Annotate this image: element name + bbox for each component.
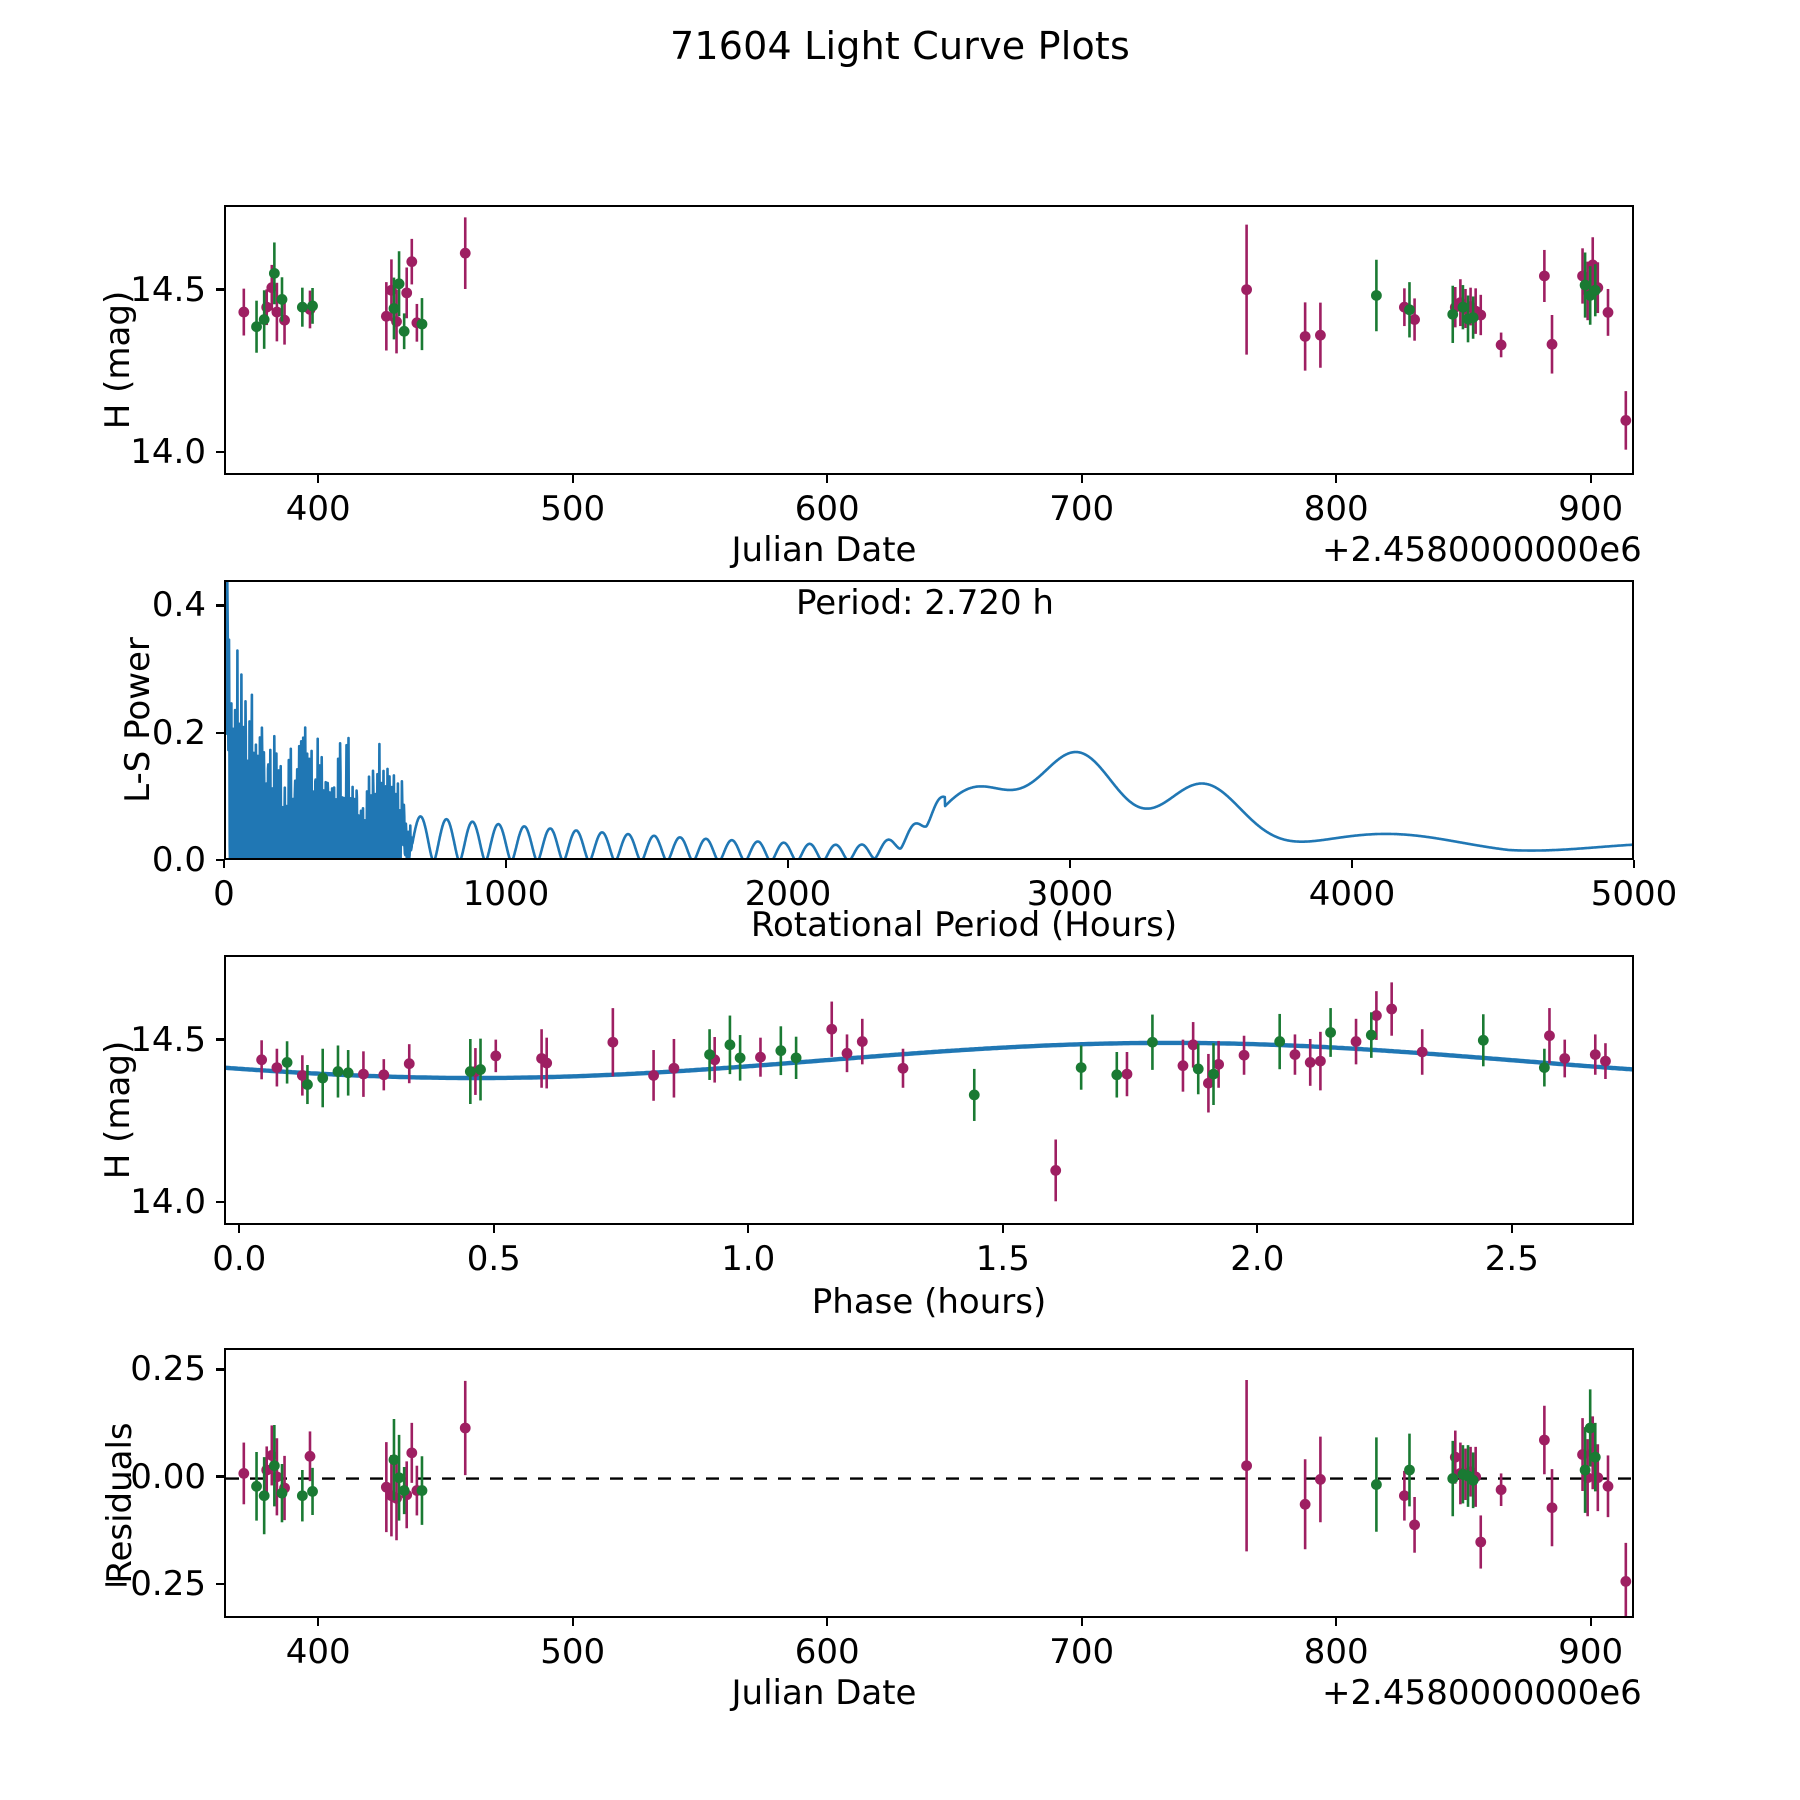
y-tick-label: 0.4 bbox=[151, 585, 206, 626]
y-tick-label: 0.00 bbox=[130, 1456, 206, 1497]
panel-lightcurve bbox=[224, 205, 1634, 475]
x-tickmark bbox=[826, 475, 829, 483]
plot-area-phase bbox=[224, 955, 1634, 1225]
y-tick-label: 0.2 bbox=[151, 712, 206, 753]
x-tick-label: 700 bbox=[1049, 1632, 1115, 1672]
lightcurve-canvas bbox=[238, 217, 1632, 450]
x-tick-label: 3000 bbox=[1026, 874, 1114, 914]
x-tick-label: 400 bbox=[285, 1632, 351, 1672]
y-tick-label: 14.0 bbox=[130, 1182, 206, 1223]
x-tickmark bbox=[1335, 475, 1338, 483]
y-tick-label: −0.25 bbox=[101, 1563, 206, 1604]
x-tick-label: 2.0 bbox=[1230, 1239, 1285, 1279]
x-tick-label: 2000 bbox=[744, 874, 832, 914]
x-tickmark bbox=[571, 1618, 574, 1626]
y-tickmark bbox=[216, 858, 224, 862]
x-tick-label: 4000 bbox=[1308, 874, 1396, 914]
x-tick-label: 0.0 bbox=[212, 1239, 267, 1279]
offset-text-residuals: +2.4580000000e6 bbox=[1322, 1673, 1642, 1713]
x-tick-label: 500 bbox=[540, 1632, 606, 1672]
y-tickmark bbox=[216, 1582, 224, 1585]
x-tick-label: 600 bbox=[794, 489, 860, 529]
x-tickmark bbox=[826, 1618, 829, 1626]
x-tickmark bbox=[1335, 1618, 1338, 1626]
y-tickmark bbox=[216, 288, 224, 291]
offset-text-lightcurve: +2.4580000000e6 bbox=[1322, 530, 1642, 570]
y-tick-label: 14.5 bbox=[130, 269, 206, 310]
x-tickmark bbox=[571, 475, 574, 483]
x-tickmark bbox=[1510, 1225, 1513, 1233]
x-tickmark bbox=[1080, 1618, 1083, 1626]
x-tick-label: 2.5 bbox=[1484, 1239, 1539, 1279]
phase-canvas bbox=[226, 982, 1632, 1202]
x-tickmark bbox=[1256, 1225, 1259, 1233]
x-tickmark bbox=[1589, 1618, 1592, 1626]
x-tick-label: 900 bbox=[1558, 489, 1624, 529]
residuals-canvas bbox=[226, 1380, 1632, 1616]
x-tickmark bbox=[317, 475, 320, 483]
plot-area-residuals bbox=[224, 1348, 1634, 1618]
x-tickmark bbox=[492, 1225, 495, 1233]
x-tick-label: 1000 bbox=[462, 874, 550, 914]
axis-label-x-lightcurve: Julian Date bbox=[731, 530, 917, 570]
x-tick-label: 900 bbox=[1558, 1632, 1624, 1672]
plot-area-lightcurve bbox=[224, 205, 1634, 475]
y-tickmark bbox=[216, 731, 224, 734]
x-tick-label: 800 bbox=[1303, 489, 1369, 529]
y-tick-label: 0.25 bbox=[130, 1349, 206, 1390]
x-tick-label: 0.5 bbox=[466, 1239, 521, 1279]
x-tickmark bbox=[1350, 860, 1354, 868]
x-tick-label: 400 bbox=[285, 489, 351, 529]
x-tick-label: 0 bbox=[213, 874, 235, 914]
x-tick-label: 600 bbox=[794, 1632, 860, 1672]
y-tickmark bbox=[216, 451, 224, 454]
x-tick-label: 800 bbox=[1303, 1632, 1369, 1672]
y-tick-label: 14.0 bbox=[130, 432, 206, 473]
panel-periodogram bbox=[224, 580, 1634, 860]
x-tickmark bbox=[238, 1225, 241, 1233]
y-tick-label: 0.0 bbox=[151, 840, 206, 880]
x-tickmark bbox=[1080, 475, 1083, 483]
y-tickmark bbox=[216, 1038, 224, 1041]
y-tickmark bbox=[216, 604, 224, 607]
figure-title: 71604 Light Curve Plots bbox=[669, 24, 1131, 68]
period-annotation: Period: 2.720 h bbox=[796, 583, 1054, 623]
y-tickmark bbox=[216, 1368, 224, 1371]
x-tick-label: 1.0 bbox=[721, 1239, 776, 1279]
axis-label-x-phase: Phase (hours) bbox=[811, 1282, 1047, 1322]
x-tickmark bbox=[1068, 860, 1072, 868]
x-tick-label: 500 bbox=[540, 489, 606, 529]
x-tickmark bbox=[504, 860, 508, 868]
y-tickmark bbox=[216, 1201, 224, 1204]
axis-label-x-residuals: Julian Date bbox=[731, 1673, 917, 1713]
periodogram-canvas bbox=[226, 582, 1632, 858]
x-tickmark bbox=[1589, 475, 1592, 483]
x-tick-label: 1.5 bbox=[975, 1239, 1030, 1279]
panel-phase bbox=[224, 955, 1634, 1225]
x-tickmark bbox=[1632, 860, 1636, 868]
x-tick-label: 700 bbox=[1049, 489, 1115, 529]
panel-residuals bbox=[224, 1348, 1634, 1618]
x-tick-label: 5000 bbox=[1590, 874, 1678, 914]
x-tickmark bbox=[1001, 1225, 1004, 1233]
x-tickmark bbox=[786, 860, 790, 868]
y-tickmark bbox=[216, 1475, 224, 1478]
axis-label-x-periodogram: Rotational Period (Hours) bbox=[750, 905, 1178, 945]
x-tickmark bbox=[747, 1225, 750, 1233]
x-tickmark bbox=[317, 1618, 320, 1626]
plot-area-periodogram bbox=[224, 580, 1634, 860]
y-tick-label: 14.5 bbox=[130, 1019, 206, 1060]
x-tickmark bbox=[222, 860, 226, 868]
